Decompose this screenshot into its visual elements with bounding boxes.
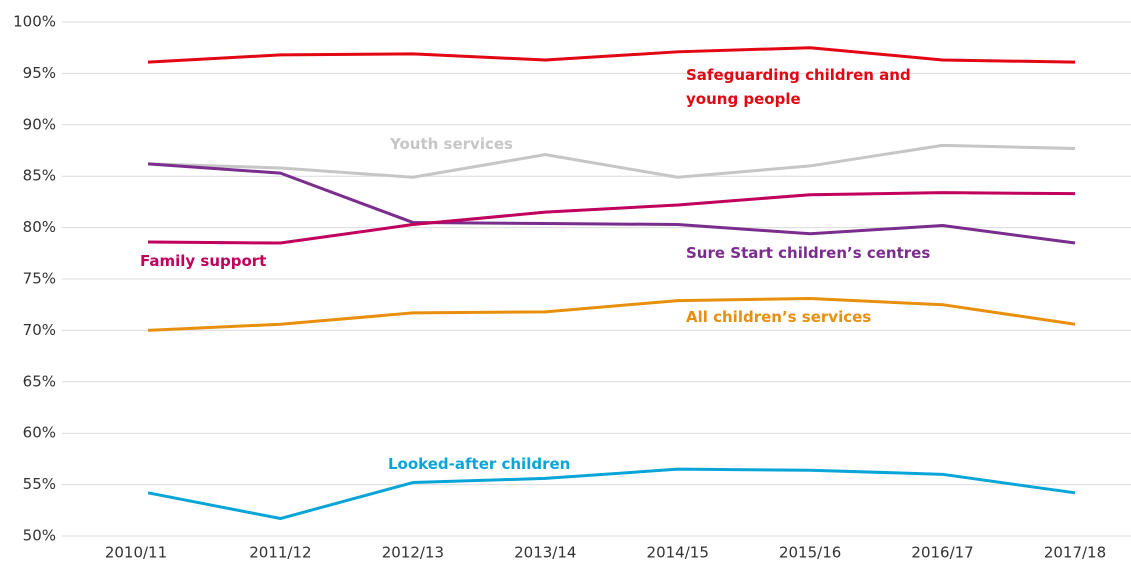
y-tick-label: 85% — [23, 167, 56, 185]
series-line — [147, 467, 1076, 521]
x-tick-label: 2015/16 — [779, 544, 841, 562]
x-tick-label: 2016/17 — [911, 544, 973, 562]
y-tick-label: 70% — [23, 321, 56, 339]
x-tick-label: 2014/15 — [647, 544, 709, 562]
x-tick-label: 2010/11 — [105, 544, 167, 562]
series-label: Safeguarding children and young people — [686, 66, 911, 108]
y-tick-label: 100% — [13, 13, 56, 31]
series-line — [147, 143, 1076, 179]
series-label: Sure Start children’s centres — [686, 244, 931, 262]
y-tick-label: 65% — [23, 372, 56, 390]
x-tick-label: 2011/12 — [249, 544, 311, 562]
series-label: All children’s services — [686, 308, 872, 326]
series-line — [147, 162, 1076, 245]
series-line — [147, 46, 1076, 64]
y-tick-label: 50% — [23, 527, 56, 545]
x-tick-label: 2012/13 — [382, 544, 444, 562]
y-tick-label: 60% — [23, 424, 56, 442]
y-tick-label: 55% — [23, 475, 56, 493]
x-tick-label: 2017/18 — [1044, 544, 1106, 562]
series-label: Looked-after children — [388, 455, 571, 473]
y-tick-label: 95% — [23, 64, 56, 82]
series-line — [147, 297, 1076, 332]
series-label: Youth services — [390, 135, 513, 153]
series-line — [147, 191, 1076, 245]
x-tick-label: 2013/14 — [514, 544, 576, 562]
series-label: Family support — [140, 252, 267, 270]
y-tick-label: 80% — [23, 218, 56, 236]
y-tick-label: 75% — [23, 270, 56, 288]
y-tick-label: 90% — [23, 115, 56, 133]
